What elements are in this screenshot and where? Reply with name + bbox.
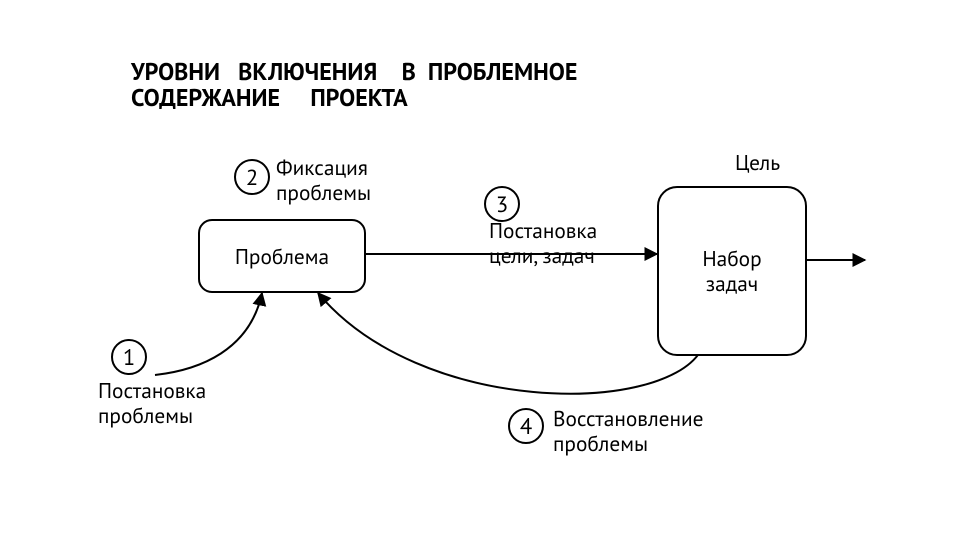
- label-recovery: Восстановление проблемы: [553, 406, 704, 455]
- label-posing: Постановка цели, задач: [489, 218, 597, 267]
- title-line-2: СОДЕРЖАНИЕ ПРОЕКТА: [131, 82, 408, 113]
- step-4-num: 4: [520, 412, 532, 441]
- label-statement: Постановка проблемы: [98, 378, 206, 427]
- node-tasks: Набор задач: [657, 186, 807, 356]
- node-problem: Проблема: [198, 219, 366, 293]
- step-2-num: 2: [246, 163, 258, 192]
- edge-recovery-to-problem: [318, 293, 700, 394]
- edge-statement-to-problem: [155, 293, 262, 375]
- diagram-canvas: УРОВНИ ВКЛЮЧЕНИЯ В ПРОБЛЕМНОЕ СОДЕРЖАНИЕ…: [0, 0, 960, 540]
- node-tasks-label: Набор задач: [702, 246, 761, 295]
- label-goal: Цель: [735, 150, 780, 175]
- step-3-num: 3: [496, 190, 508, 219]
- step-2: 2: [234, 159, 270, 195]
- label-fixation: Фиксация проблемы: [276, 155, 371, 204]
- step-3: 3: [484, 186, 520, 222]
- node-problem-label: Проблема: [235, 244, 329, 269]
- step-1-num: 1: [123, 343, 135, 372]
- step-1: 1: [111, 339, 147, 375]
- step-4: 4: [508, 408, 544, 444]
